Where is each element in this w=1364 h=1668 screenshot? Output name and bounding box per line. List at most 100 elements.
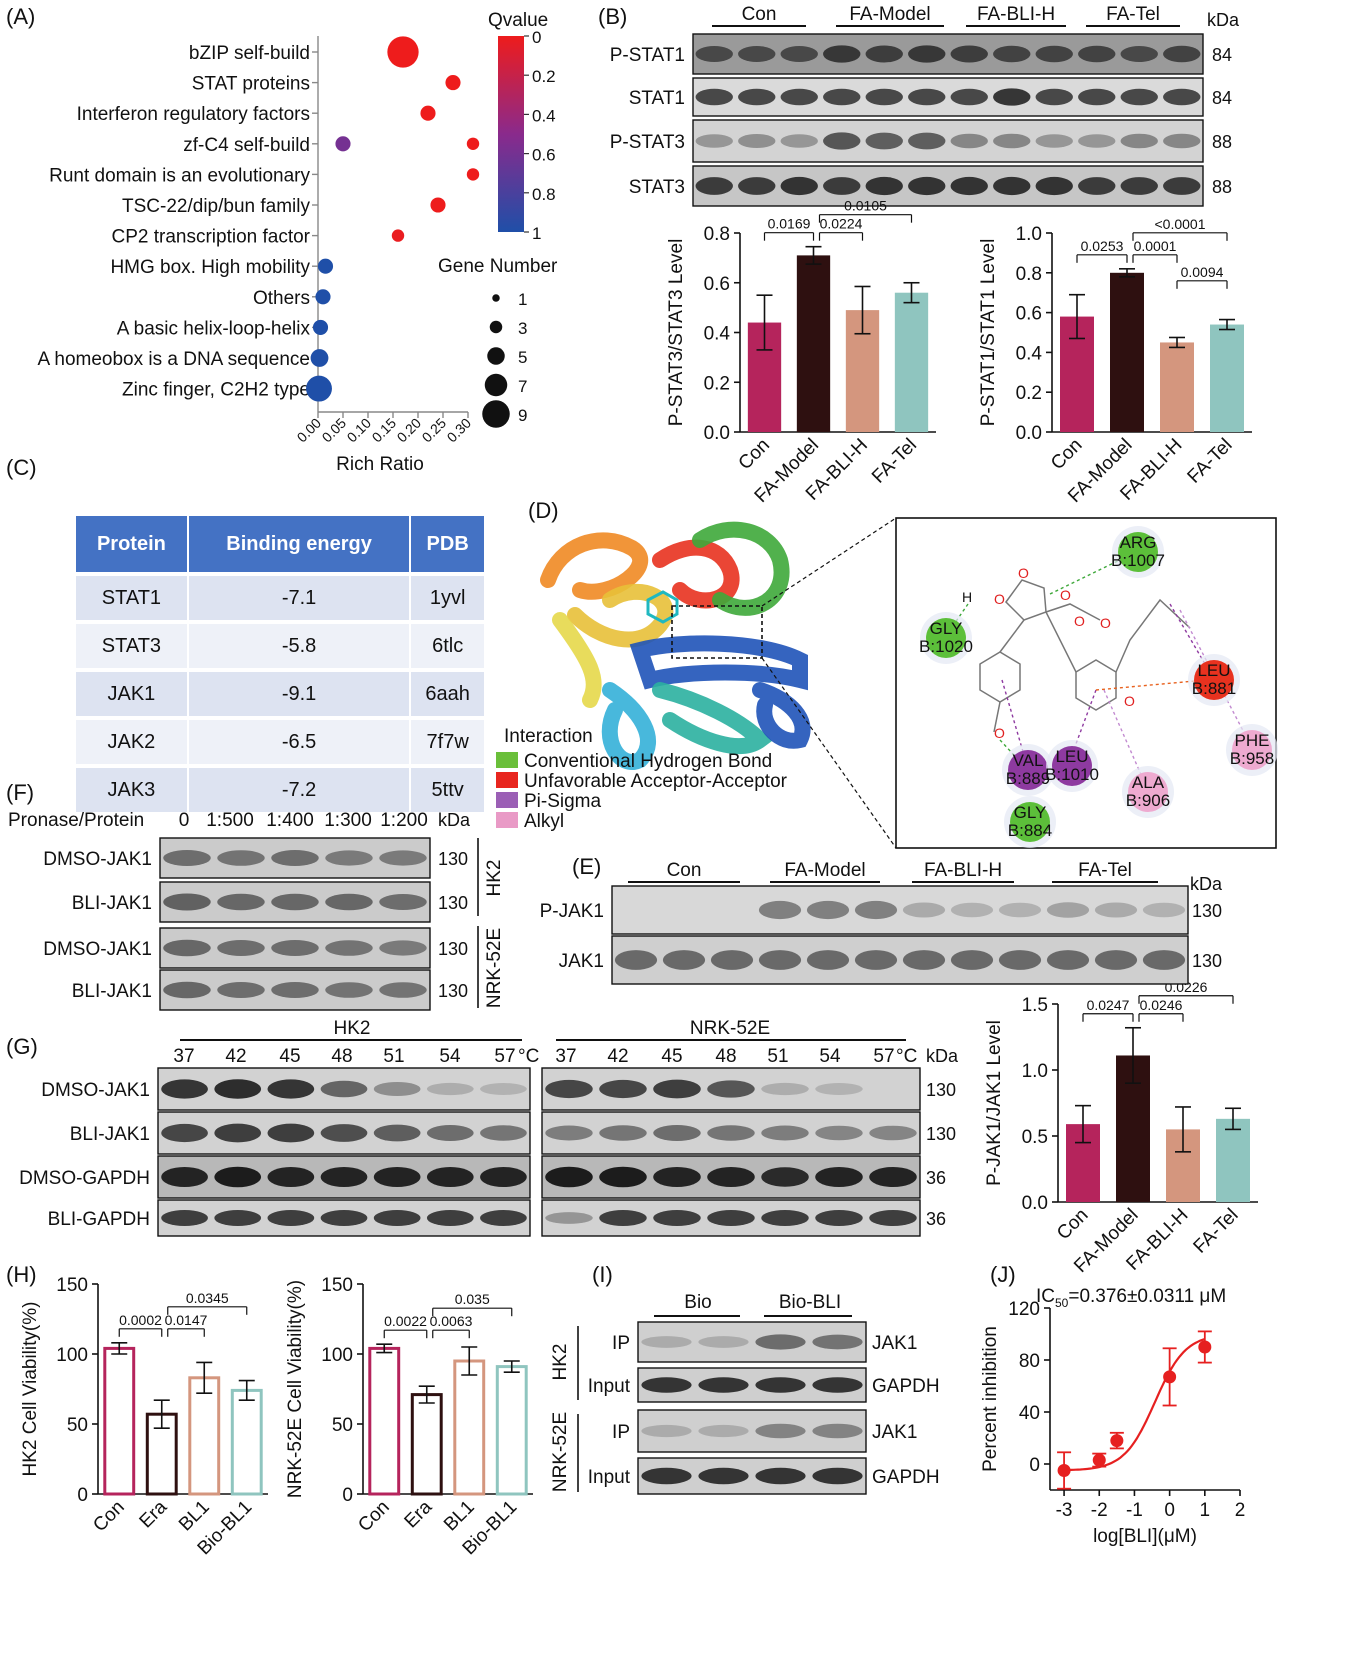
group-label: FA-Tel (1106, 4, 1160, 25)
blot-band (267, 1079, 315, 1099)
blot-band (1046, 902, 1090, 918)
data-point (315, 289, 331, 305)
x-tick-label: FA-Tel (868, 435, 921, 488)
data-point (310, 349, 329, 367)
blot-band (695, 177, 733, 195)
blot-background (692, 165, 1204, 207)
blot-band (161, 1123, 208, 1143)
blot-row-label: P-JAK1 (540, 901, 604, 922)
residue-node (1118, 532, 1158, 572)
bar (1110, 272, 1144, 432)
blot-band (823, 132, 861, 150)
unit-label: °C (518, 1046, 539, 1067)
blot-band (902, 902, 946, 918)
zoom-line (761, 517, 897, 607)
blot-band (998, 950, 1042, 970)
kda-value: 130 (438, 981, 468, 1001)
ratio-label: 1:400 (266, 810, 314, 831)
group-label: Con (742, 4, 777, 25)
ratio-label: 1:300 (324, 810, 372, 831)
blot-band (163, 893, 211, 911)
y-tick-label: 50 (332, 1415, 353, 1436)
category-label: Interferon regulatory factors (77, 104, 310, 125)
panel-letter-h: (H) (6, 1262, 37, 1287)
cell-line-label: HK2 (484, 860, 505, 897)
blot-nrk-BLI-GAPDH (541, 1199, 921, 1237)
atom-label: O (1074, 613, 1085, 629)
data-point (306, 375, 332, 402)
blot-band (950, 133, 988, 149)
temperature-label: 37 (173, 1046, 194, 1067)
data-point (466, 168, 480, 181)
blot-band (761, 1167, 809, 1187)
ligand-bond (1075, 659, 1117, 711)
bar (188, 1376, 221, 1496)
blot-background (611, 885, 1189, 935)
blot-background (611, 935, 1189, 985)
p-value-label: 0.0063 (430, 1313, 473, 1329)
blot-band (1142, 950, 1186, 970)
bar (1210, 324, 1244, 432)
blot-band (755, 1467, 806, 1485)
legend-label: Conventional Hydrogen Bond (524, 751, 772, 772)
kda-value: 88 (1212, 132, 1232, 152)
group-label: FA-BLI-H (977, 4, 1055, 25)
blot-band (908, 176, 946, 196)
blot-band (373, 1124, 421, 1142)
ratio-label: 1:500 (206, 810, 254, 831)
panel-a-enrichment-plot: bZIP self-build STAT proteins Interferon r… (37, 10, 558, 475)
x-tick-label: Era (136, 1496, 172, 1532)
blot-band (780, 134, 818, 148)
blot-band (161, 1079, 208, 1099)
x-tick-label: 0.25 (419, 415, 450, 446)
blot-band (599, 1079, 647, 1099)
panel-letter-c: (C) (6, 455, 37, 480)
kda-value: 130 (438, 849, 468, 869)
blot-band (812, 1334, 863, 1350)
binding-energy-table: Protein Binding energy PDB STAT1 -7.1 1y… (76, 512, 486, 816)
table-header-protein: Protein (76, 516, 189, 572)
x-tick-label: Con (89, 1497, 128, 1536)
blot-band (480, 1125, 527, 1141)
kda-value: 130 (1192, 901, 1222, 921)
blot-band (869, 1125, 917, 1141)
blot-band (267, 1209, 315, 1227)
blot-band (662, 950, 706, 970)
blot-DMSO-JAK1 (159, 927, 431, 969)
temperature-label: 57 (873, 1046, 894, 1067)
x-tick-label: 0.20 (394, 415, 425, 446)
cell-line-label: NRK-52E (550, 1412, 571, 1492)
y-axis-label: P-STAT1/STAT1 Level (978, 239, 999, 427)
blot-band (653, 1166, 701, 1188)
blot-band (161, 1209, 208, 1227)
size-legend-dot (484, 373, 508, 397)
blot-band (780, 88, 818, 106)
y-tick-label: 0.8 (704, 224, 730, 245)
blot-nrk-DMSO-JAK1 (541, 1067, 921, 1111)
x-tick-label: 0.00 (294, 415, 325, 446)
blot-background (692, 119, 1204, 163)
blot-band (163, 939, 211, 957)
x-tick-label: -1 (1126, 1500, 1143, 1521)
blot-band (545, 1212, 593, 1224)
y-tick-label: 0 (77, 1485, 88, 1506)
blot-row-label: DMSO-JAK1 (41, 1080, 150, 1101)
colorbar-tick-label: 0.4 (532, 106, 556, 125)
colorbar-title: Qvalue (488, 10, 548, 31)
data-point (1057, 1464, 1071, 1477)
kda-label: kDa (1207, 10, 1240, 30)
blot-band (812, 1377, 863, 1393)
blot-band (480, 1209, 527, 1227)
y-tick-label: 100 (56, 1345, 88, 1366)
ligand-bond (999, 619, 1025, 653)
bar (230, 1388, 263, 1496)
data-point (1163, 1370, 1177, 1384)
blot-band (815, 1166, 863, 1188)
p-value-label: <0.0001 (1155, 216, 1206, 232)
y-axis-label: HK2 Cell Viability(%) (20, 1302, 41, 1477)
blot-band (599, 1209, 647, 1227)
protein-ribbon (540, 532, 648, 600)
blot-band (738, 45, 776, 63)
blot-band (738, 177, 776, 195)
